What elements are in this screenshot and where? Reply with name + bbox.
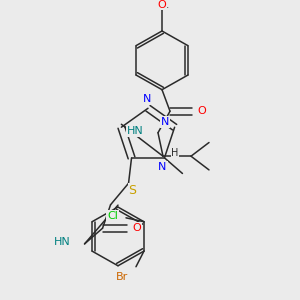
Text: Br: Br <box>116 272 128 281</box>
Text: N: N <box>143 94 151 104</box>
Text: HN: HN <box>127 126 144 136</box>
Text: O: O <box>158 0 166 10</box>
Text: H: H <box>171 148 179 158</box>
Text: Cl: Cl <box>107 211 118 221</box>
Text: N: N <box>160 117 169 127</box>
Text: N: N <box>158 162 166 172</box>
Text: O: O <box>198 106 206 116</box>
Text: HN: HN <box>54 237 70 247</box>
Text: S: S <box>128 184 136 196</box>
Text: O: O <box>132 223 141 233</box>
